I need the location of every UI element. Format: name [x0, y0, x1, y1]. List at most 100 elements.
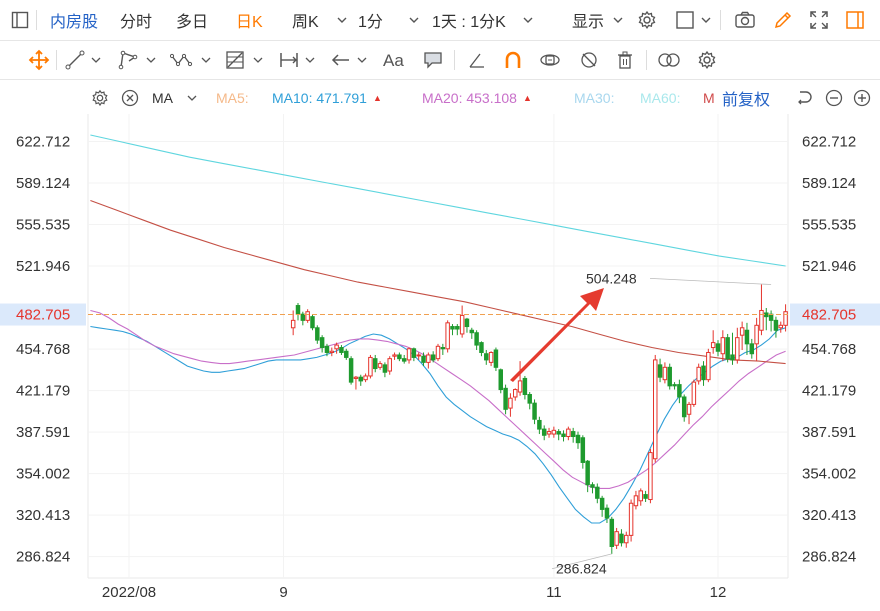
candle-down — [498, 369, 503, 391]
magnet-icon[interactable] — [502, 50, 524, 70]
tab-weekly-k[interactable]: 周K — [292, 14, 319, 31]
zoom-out-icon[interactable] — [824, 88, 844, 108]
camera-icon[interactable] — [734, 9, 756, 31]
zigzag-tool-icon[interactable] — [170, 50, 194, 70]
comment-tool-icon[interactable] — [422, 50, 444, 70]
chevron-down-icon[interactable] — [612, 14, 624, 26]
pencil-icon[interactable] — [772, 9, 794, 31]
sidebar-toggle-icon[interactable] — [10, 10, 30, 30]
adjust-forward-select[interactable]: 前复权 — [722, 92, 771, 109]
candle-down — [585, 460, 590, 486]
panel-toggle-icon[interactable] — [844, 9, 866, 31]
chevron-down-icon[interactable] — [356, 54, 368, 66]
settings-gear-icon[interactable] — [696, 50, 718, 70]
ma5-value: MA5: — [216, 90, 249, 106]
y-tick-label-right: 320.413 — [802, 507, 856, 524]
fib-tool-icon[interactable] — [224, 50, 246, 70]
display-select[interactable]: 显示 — [572, 14, 605, 31]
high-price-label: 504.248 — [586, 270, 637, 286]
chevron-down-icon[interactable] — [700, 14, 712, 26]
candle-down — [599, 497, 605, 510]
candle-down — [619, 533, 624, 544]
tab-1min[interactable]: 1分 — [358, 14, 383, 31]
lock-rotate-icon[interactable] — [538, 50, 562, 70]
candle-down — [677, 384, 682, 398]
y-tick-label-left: 454.768 — [16, 341, 70, 358]
tab-intraday[interactable]: 分时 — [120, 14, 153, 31]
current-price-label-left: 482.705 — [16, 307, 70, 324]
link-icon[interactable] — [656, 50, 682, 70]
candle-down — [657, 364, 663, 378]
undo-icon[interactable] — [794, 88, 814, 108]
close-icon[interactable] — [120, 88, 140, 108]
hide-icon[interactable] — [578, 50, 600, 70]
crosshair-move-icon[interactable] — [28, 49, 50, 71]
trash-icon[interactable] — [614, 50, 636, 70]
chevron-down-icon[interactable] — [90, 54, 102, 66]
candle-up — [488, 351, 494, 363]
tab-daily-k[interactable]: 日K — [236, 14, 263, 31]
y-tick-label-right: 622.712 — [802, 134, 856, 151]
moving-average-layer — [90, 134, 786, 524]
y-axis-left: 622.712 589.124 555.535 521.946 454.768 421.1… — [16, 134, 70, 566]
chevron-down-icon[interactable] — [408, 14, 420, 26]
chevron-down-icon[interactable] — [145, 54, 157, 66]
candle-up — [691, 381, 697, 405]
candle-down — [532, 402, 537, 420]
fullscreen-icon[interactable] — [808, 9, 830, 31]
chevron-down-icon[interactable] — [252, 54, 264, 66]
candle-down — [469, 329, 475, 334]
ma-label[interactable]: MA — [152, 90, 173, 106]
y-tick-label-right: 354.002 — [802, 466, 856, 483]
settings-gear-icon[interactable] — [636, 9, 658, 31]
square-checkbox-icon[interactable] — [674, 9, 696, 31]
candle-down — [764, 312, 769, 318]
candle-up — [624, 534, 629, 544]
polyline-tool-icon[interactable] — [117, 50, 139, 70]
low-price-label: 286.824 — [556, 561, 607, 577]
candle-down — [397, 354, 402, 360]
x-tick-label: 11 — [546, 584, 562, 601]
candle-down — [348, 358, 354, 383]
text-tool-icon[interactable]: Aa — [382, 50, 408, 70]
tab-sector[interactable]: 内房股 — [50, 14, 99, 31]
chart-canvas[interactable]: 482.705 482.705 622.712 589.124 555.535 521.… — [0, 114, 880, 608]
candle-down — [609, 518, 615, 547]
y-tick-label-right: 421.179 — [802, 383, 856, 400]
candle-down — [503, 387, 508, 410]
arrow-tool-icon[interactable] — [330, 50, 352, 70]
ma-line-ma10 — [90, 325, 786, 524]
candle-up — [739, 327, 745, 336]
candle-down — [474, 332, 479, 346]
zoom-in-icon[interactable] — [852, 88, 872, 108]
toolbar-divider — [454, 50, 455, 70]
candle-up — [628, 502, 634, 536]
candle-down — [595, 486, 600, 499]
settings-gear-icon[interactable] — [90, 88, 110, 108]
candle-up — [710, 342, 716, 349]
candle-down — [527, 394, 532, 404]
candle-down — [295, 305, 301, 315]
line-tool-icon[interactable] — [64, 50, 86, 70]
candle-down — [556, 431, 561, 435]
candlestick-chart[interactable]: 482.705 482.705 622.712 589.124 555.535 521.… — [0, 114, 880, 608]
chevron-down-icon[interactable] — [304, 54, 316, 66]
candle-down — [440, 347, 446, 350]
candle-down — [561, 433, 566, 438]
candle-up — [614, 531, 619, 546]
ma-more-value: M — [703, 90, 715, 106]
measure-tool-icon[interactable] — [278, 50, 300, 70]
candle-down — [570, 431, 576, 438]
chevron-down-icon[interactable] — [200, 54, 212, 66]
y-tick-label-left: 622.712 — [16, 134, 70, 151]
candle-down — [744, 329, 750, 345]
candle-down — [749, 343, 755, 355]
ma60-value: MA60: — [640, 90, 681, 106]
chevron-down-icon[interactable] — [522, 14, 534, 26]
chevron-down-icon[interactable] — [186, 92, 198, 104]
chevron-down-icon[interactable] — [336, 14, 348, 26]
candle-layer — [290, 284, 788, 554]
tab-multiday[interactable]: 多日 — [176, 14, 209, 31]
ruler-icon[interactable] — [466, 50, 488, 70]
range-select[interactable]: 1天 : 1分K — [432, 14, 506, 31]
